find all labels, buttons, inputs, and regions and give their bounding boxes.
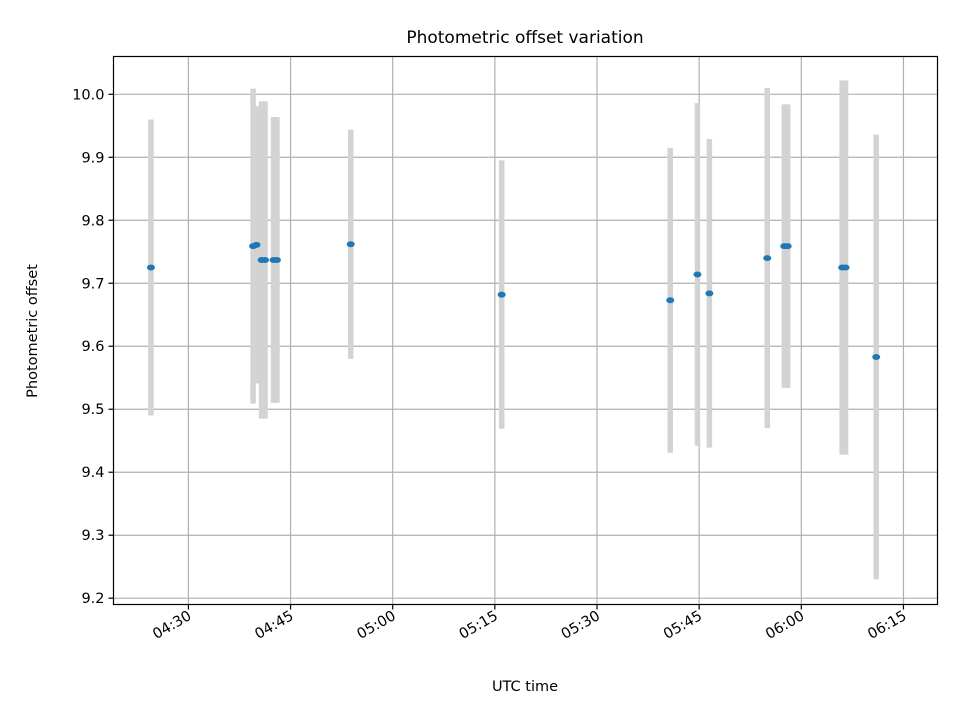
data-point <box>252 241 261 248</box>
y-tick-label: 10.0 <box>72 87 104 103</box>
data-point <box>272 256 281 263</box>
y-tick-label: 9.6 <box>81 339 104 355</box>
y-tick-label: 9.7 <box>81 276 104 292</box>
y-tick-label: 9.2 <box>81 591 104 607</box>
data-point <box>261 256 270 263</box>
x-tick-label: 04:45 <box>252 608 296 643</box>
y-tick-label: 9.8 <box>81 213 104 229</box>
data-point <box>146 264 155 271</box>
x-tick-label: 05:15 <box>457 608 501 643</box>
x-tick-label: 05:00 <box>355 608 399 643</box>
chart-title: Photometric offset variation <box>406 28 643 48</box>
y-tick-label: 9.3 <box>81 528 104 544</box>
x-tick-label: 05:45 <box>661 608 705 643</box>
x-tick-label: 05:30 <box>559 608 603 643</box>
x-tick-label: 06:00 <box>763 608 807 643</box>
y-axis-label: Photometric offset <box>25 264 41 398</box>
data-points <box>146 241 881 360</box>
y-tick-label: 9.5 <box>81 402 104 418</box>
data-point <box>497 291 506 298</box>
data-point <box>705 290 714 297</box>
x-axis-label: UTC time <box>492 679 558 695</box>
error-bars <box>148 80 879 580</box>
data-point <box>841 264 850 271</box>
grid <box>113 56 938 605</box>
data-point <box>763 255 772 262</box>
x-tick-label: 06:15 <box>865 608 909 643</box>
data-point <box>783 243 792 250</box>
data-point <box>872 353 881 360</box>
x-tick-label: 04:30 <box>150 608 194 643</box>
data-point <box>693 271 702 278</box>
data-point <box>666 297 675 304</box>
data-point <box>346 241 355 248</box>
y-tick-label: 9.4 <box>81 465 104 481</box>
plot-frame <box>112 55 939 606</box>
y-tick-label: 9.9 <box>81 150 104 166</box>
